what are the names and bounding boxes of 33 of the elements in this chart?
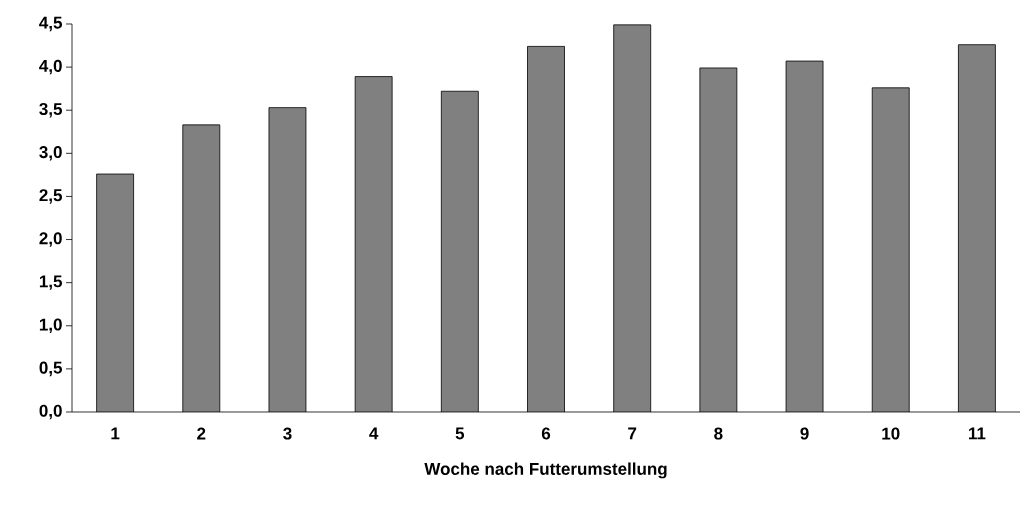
bar xyxy=(527,46,565,412)
x-tick-label: 2 xyxy=(197,427,206,440)
bar xyxy=(441,91,479,412)
x-axis-title: Woche nach Futterumstellung xyxy=(424,462,667,479)
x-tick-label: 8 xyxy=(714,427,723,440)
x-tick-label: 10 xyxy=(882,427,900,440)
y-tick-label: 0,5 xyxy=(39,361,63,377)
x-tick-label: 4 xyxy=(369,427,379,440)
bar xyxy=(699,67,737,412)
x-tick-label: 7 xyxy=(628,427,637,440)
y-tick-label: 4,0 xyxy=(39,59,62,75)
bar xyxy=(355,76,393,412)
y-tick-label: 4,5 xyxy=(39,16,63,32)
x-tick-label: 3 xyxy=(283,427,292,440)
x-tick-label: 11 xyxy=(968,427,986,440)
x-tick-label: 1 xyxy=(111,427,120,440)
bar xyxy=(872,87,910,412)
y-tick-label: 2,5 xyxy=(39,189,63,204)
bar xyxy=(958,44,996,412)
x-tick-label: 6 xyxy=(541,427,551,440)
bar xyxy=(182,124,220,412)
y-tick-label: 0,0 xyxy=(39,404,62,420)
y-tick-label: 1,0 xyxy=(39,318,62,334)
y-tick-label: 2,0 xyxy=(39,232,62,247)
y-tick-label: 3,5 xyxy=(39,102,63,118)
bar xyxy=(786,61,824,412)
bar xyxy=(96,174,134,412)
x-tick-label: 9 xyxy=(800,427,809,440)
x-tick-label: 5 xyxy=(455,427,465,440)
bar xyxy=(268,107,306,412)
y-tick-label: 1,5 xyxy=(39,275,63,290)
bar xyxy=(613,24,651,412)
y-tick-label: 3,0 xyxy=(39,146,62,161)
